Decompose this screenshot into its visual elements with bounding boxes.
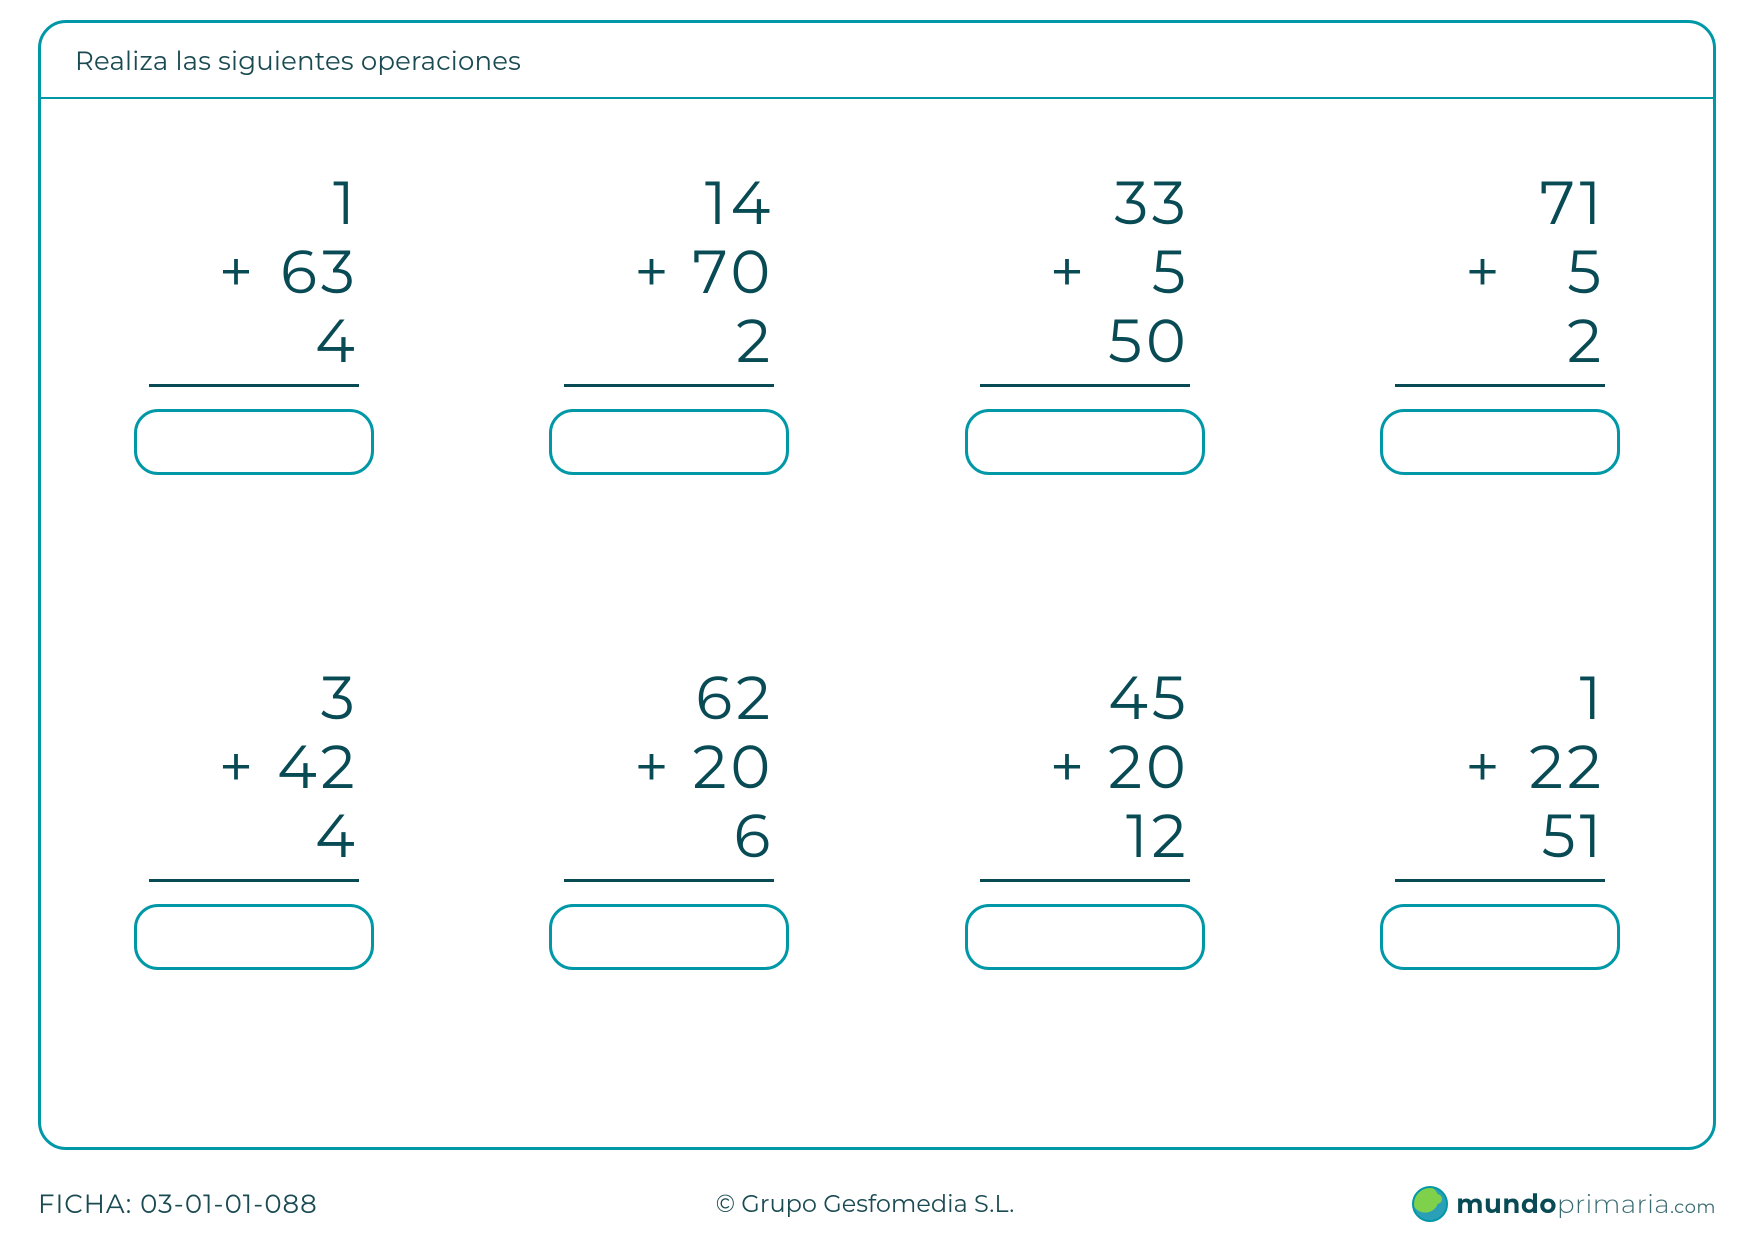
plus-sign: + (219, 238, 249, 307)
addend: 6 (674, 802, 774, 871)
brand-bold: mundo (1456, 1188, 1557, 1220)
problem-stack: 1 +22 51 (1395, 664, 1605, 882)
answer-box[interactable] (1380, 904, 1620, 970)
ficha-label: FICHA: (38, 1188, 132, 1220)
answer-box[interactable] (549, 904, 789, 970)
answer-box[interactable] (1380, 409, 1620, 475)
problem-stack: 71 +5 2 (1395, 169, 1605, 387)
addend: 70 (674, 238, 774, 307)
addend: 42 (259, 733, 359, 802)
addend: 33 (1090, 169, 1190, 238)
addend: 1 (259, 169, 359, 238)
addend: 4 (259, 307, 359, 376)
addend: 63 (259, 238, 359, 307)
addend: 71 (1505, 169, 1605, 238)
addend: 4 (259, 802, 359, 871)
addend: 2 (674, 307, 774, 376)
plus-sign: + (634, 733, 664, 802)
answer-box[interactable] (965, 409, 1205, 475)
problem-1: 1 +63 4 (111, 169, 397, 584)
addend: 14 (674, 169, 774, 238)
addend: 50 (1090, 307, 1190, 376)
answer-box[interactable] (134, 409, 374, 475)
problem-2: 14 +70 2 (527, 169, 813, 584)
problem-stack: 33 +5 50 (980, 169, 1190, 387)
plus-sign: + (1465, 238, 1495, 307)
brand-light: primaria (1557, 1188, 1670, 1220)
sum-rule (564, 879, 774, 882)
addend: 22 (1505, 733, 1605, 802)
page-footer: FICHA: 03-01-01-088 © Grupo Gesfomedia S… (38, 1186, 1716, 1222)
addend: 20 (1090, 733, 1190, 802)
addend: 5 (1505, 238, 1605, 307)
problem-stack: 3 +42 4 (149, 664, 359, 882)
plus-sign: + (1050, 733, 1080, 802)
globe-icon (1412, 1186, 1448, 1222)
problem-stack: 45 +20 12 (980, 664, 1190, 882)
addend: 51 (1505, 802, 1605, 871)
addend: 1 (1505, 664, 1605, 733)
answer-box[interactable] (965, 904, 1205, 970)
brand-ext: .com (1670, 1196, 1716, 1218)
sum-rule (564, 384, 774, 387)
copyright-text: © Grupo Gesfomedia S.L. (716, 1190, 1015, 1219)
problem-8: 1 +22 51 (1358, 664, 1644, 1079)
problem-stack: 62 +20 6 (564, 664, 774, 882)
problems-grid: 1 +63 4 14 +70 2 33 +5 50 (41, 99, 1713, 1149)
problem-6: 62 +20 6 (527, 664, 813, 1079)
addend: 12 (1090, 802, 1190, 871)
sum-rule (1395, 879, 1605, 882)
addend: 62 (674, 664, 774, 733)
brand-text: mundoprimaria.com (1456, 1188, 1716, 1220)
sum-rule (980, 879, 1190, 882)
ficha-code: 03-01-01-088 (140, 1188, 318, 1220)
problem-stack: 1 +63 4 (149, 169, 359, 387)
problem-4: 71 +5 2 (1358, 169, 1644, 584)
plus-sign: + (1465, 733, 1495, 802)
instructions-text: Realiza las siguientes operaciones (41, 23, 1713, 99)
addend: 3 (259, 664, 359, 733)
problem-7: 45 +20 12 (942, 664, 1228, 1079)
answer-box[interactable] (549, 409, 789, 475)
worksheet-frame: Realiza las siguientes operaciones 1 +63… (38, 20, 1716, 1150)
plus-sign: + (1050, 238, 1080, 307)
problem-5: 3 +42 4 (111, 664, 397, 1079)
sum-rule (1395, 384, 1605, 387)
problem-stack: 14 +70 2 (564, 169, 774, 387)
addend: 5 (1090, 238, 1190, 307)
answer-box[interactable] (134, 904, 374, 970)
sum-rule (149, 384, 359, 387)
sum-rule (980, 384, 1190, 387)
plus-sign: + (634, 238, 664, 307)
addend: 45 (1090, 664, 1190, 733)
sum-rule (149, 879, 359, 882)
brand-logo: mundoprimaria.com (1412, 1186, 1716, 1222)
problem-3: 33 +5 50 (942, 169, 1228, 584)
plus-sign: + (219, 733, 249, 802)
addend: 2 (1505, 307, 1605, 376)
ficha-id: FICHA: 03-01-01-088 (38, 1188, 318, 1220)
addend: 20 (674, 733, 774, 802)
